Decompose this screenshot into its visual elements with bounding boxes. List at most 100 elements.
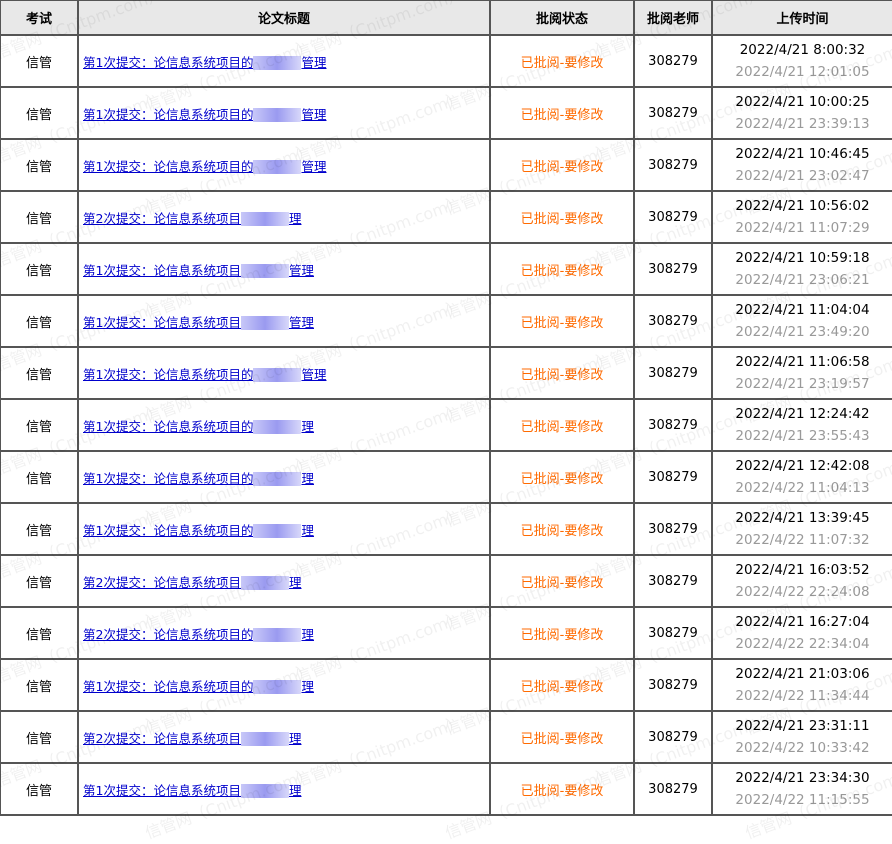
table-row: 信管 第1次提交：论信息系统项目的 理 已批阅-要修改 308279 2022/4…	[0, 502, 892, 556]
time-cell: 2022/4/21 13:39:45 2022/4/22 11:07:32	[711, 502, 892, 556]
title-cell: 第1次提交：论信息系统项目 管理	[77, 242, 491, 296]
header-upload-time: 上传时间	[711, 0, 892, 36]
upload-time: 2022/4/21 10:00:25	[735, 94, 870, 110]
title-prefix: 第1次提交：论信息系统项目的	[83, 158, 254, 174]
review-status: 已批阅-要修改	[489, 502, 635, 556]
title-suffix: 理	[301, 470, 314, 486]
title-suffix: 管理	[288, 314, 314, 330]
review-status: 已批阅-要修改	[489, 710, 635, 764]
title-prefix: 第1次提交：论信息系统项目	[83, 262, 241, 278]
essay-title-link[interactable]: 第2次提交：论信息系统项目 理	[83, 731, 301, 746]
title-suffix: 管理	[301, 158, 327, 174]
essay-title-link[interactable]: 第2次提交：论信息系统项目 理	[83, 575, 301, 590]
title-cell: 第1次提交：论信息系统项目的 管理	[77, 86, 491, 140]
essay-title-link[interactable]: 第1次提交：论信息系统项目的 管理	[83, 55, 326, 70]
title-cell: 第1次提交：论信息系统项目 理	[77, 762, 491, 816]
upload-time: 2022/4/21 12:42:08	[735, 458, 870, 474]
review-time: 2022/4/22 11:34:44	[735, 688, 870, 704]
essay-title-link[interactable]: 第1次提交：论信息系统项目的 管理	[83, 159, 326, 174]
essay-title-link[interactable]: 第1次提交：论信息系统项目的 理	[83, 471, 314, 486]
time-cell: 2022/4/21 21:03:06 2022/4/22 11:34:44	[711, 658, 892, 712]
essay-title-link[interactable]: 第1次提交：论信息系统项目的 理	[83, 523, 314, 538]
redacted-blur	[253, 160, 302, 174]
title-suffix: 理	[301, 522, 314, 538]
table-body: 信管 第1次提交：论信息系统项目的 管理 已批阅-要修改 308279 2022/…	[0, 34, 892, 816]
essay-title-link[interactable]: 第1次提交：论信息系统项目的 管理	[83, 367, 326, 382]
time-cell: 2022/4/21 10:56:02 2022/4/21 11:07:29	[711, 190, 892, 244]
time-cell: 2022/4/21 11:04:04 2022/4/21 23:49:20	[711, 294, 892, 348]
table-row: 信管 第2次提交：论信息系统项目 理 已批阅-要修改 308279 2022/4/…	[0, 554, 892, 608]
teacher-id: 308279	[633, 606, 713, 660]
review-time: 2022/4/21 12:01:05	[735, 64, 870, 80]
title-cell: 第1次提交：论信息系统项目的 理	[77, 398, 491, 452]
title-suffix: 管理	[288, 262, 314, 278]
title-cell: 第1次提交：论信息系统项目的 管理	[77, 34, 491, 88]
table-row: 信管 第1次提交：论信息系统项目 管理 已批阅-要修改 308279 2022/4…	[0, 294, 892, 348]
redacted-blur	[253, 524, 302, 538]
redacted-blur	[253, 56, 302, 70]
review-status: 已批阅-要修改	[489, 190, 635, 244]
teacher-id: 308279	[633, 450, 713, 504]
redacted-blur	[240, 212, 289, 226]
table-row: 信管 第1次提交：论信息系统项目的 理 已批阅-要修改 308279 2022/4…	[0, 398, 892, 452]
exam-cell: 信管	[0, 710, 79, 764]
review-status: 已批阅-要修改	[489, 242, 635, 296]
teacher-id: 308279	[633, 346, 713, 400]
essay-title-link[interactable]: 第1次提交：论信息系统项目 管理	[83, 315, 314, 330]
exam-cell: 信管	[0, 658, 79, 712]
submissions-table: 考试 论文标题 批阅状态 批阅老师 上传时间 信管 第1次提交：论信息系统项目的…	[0, 0, 892, 816]
time-cell: 2022/4/21 12:24:42 2022/4/21 23:55:43	[711, 398, 892, 452]
upload-time: 2022/4/21 16:27:04	[735, 614, 870, 630]
table-row: 信管 第1次提交：论信息系统项目的 管理 已批阅-要修改 308279 2022/…	[0, 138, 892, 192]
title-prefix: 第1次提交：论信息系统项目的	[83, 366, 254, 382]
review-status: 已批阅-要修改	[489, 34, 635, 88]
essay-title-link[interactable]: 第1次提交：论信息系统项目 理	[83, 783, 301, 798]
exam-cell: 信管	[0, 502, 79, 556]
exam-cell: 信管	[0, 34, 79, 88]
review-status: 已批阅-要修改	[489, 138, 635, 192]
upload-time: 2022/4/21 11:04:04	[735, 302, 870, 318]
table-row: 信管 第2次提交：论信息系统项目 理 已批阅-要修改 308279 2022/4/…	[0, 710, 892, 764]
exam-cell: 信管	[0, 606, 79, 660]
title-cell: 第2次提交：论信息系统项目 理	[77, 554, 491, 608]
teacher-id: 308279	[633, 294, 713, 348]
title-cell: 第2次提交：论信息系统项目的 理	[77, 606, 491, 660]
title-suffix: 管理	[301, 366, 327, 382]
header-exam: 考试	[0, 0, 79, 36]
essay-title-link[interactable]: 第1次提交：论信息系统项目的 理	[83, 419, 314, 434]
time-cell: 2022/4/21 10:59:18 2022/4/21 23:06:21	[711, 242, 892, 296]
title-prefix: 第1次提交：论信息系统项目的	[83, 418, 254, 434]
title-suffix: 理	[288, 730, 302, 746]
review-time: 2022/4/21 11:07:29	[735, 220, 870, 236]
essay-title-link[interactable]: 第1次提交：论信息系统项目 管理	[83, 263, 314, 278]
upload-time: 2022/4/21 16:03:52	[735, 562, 870, 578]
essay-title-link[interactable]: 第2次提交：论信息系统项目的 理	[83, 627, 314, 642]
teacher-id: 308279	[633, 190, 713, 244]
time-cell: 2022/4/21 10:46:45 2022/4/21 23:02:47	[711, 138, 892, 192]
time-cell: 2022/4/21 10:00:25 2022/4/21 23:39:13	[711, 86, 892, 140]
exam-cell: 信管	[0, 294, 79, 348]
essay-title-link[interactable]: 第2次提交：论信息系统项目 理	[83, 211, 301, 226]
title-prefix: 第2次提交：论信息系统项目	[83, 730, 241, 746]
redacted-blur	[253, 472, 302, 486]
essay-title-link[interactable]: 第1次提交：论信息系统项目的 管理	[83, 107, 326, 122]
table-row: 信管 第2次提交：论信息系统项目 理 已批阅-要修改 308279 2022/4/…	[0, 190, 892, 244]
title-cell: 第1次提交：论信息系统项目的 理	[77, 658, 491, 712]
exam-cell: 信管	[0, 190, 79, 244]
time-cell: 2022/4/21 16:03:52 2022/4/22 22:24:08	[711, 554, 892, 608]
exam-cell: 信管	[0, 346, 79, 400]
essay-title-link[interactable]: 第1次提交：论信息系统项目的 理	[83, 679, 314, 694]
title-cell: 第2次提交：论信息系统项目 理	[77, 190, 491, 244]
teacher-id: 308279	[633, 398, 713, 452]
header-title: 论文标题	[77, 0, 491, 36]
review-time: 2022/4/22 11:15:55	[735, 792, 870, 808]
redacted-blur	[253, 680, 302, 694]
table-row: 信管 第1次提交：论信息系统项目的 理 已批阅-要修改 308279 2022/4…	[0, 658, 892, 712]
redacted-blur	[253, 108, 302, 122]
table-row: 信管 第1次提交：论信息系统项目的 管理 已批阅-要修改 308279 2022/…	[0, 346, 892, 400]
review-status: 已批阅-要修改	[489, 346, 635, 400]
title-prefix: 第1次提交：论信息系统项目	[83, 314, 241, 330]
redacted-blur	[240, 784, 289, 798]
exam-cell: 信管	[0, 450, 79, 504]
exam-cell: 信管	[0, 138, 79, 192]
